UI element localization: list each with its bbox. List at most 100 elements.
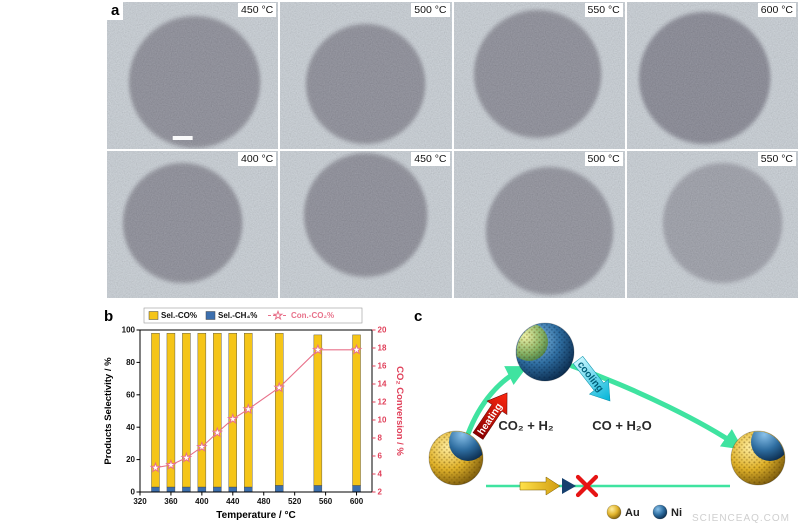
y-right-tick-label: 8 — [378, 434, 383, 443]
tem-micrograph — [453, 2, 625, 149]
y-right-tick-label: 6 — [378, 452, 383, 461]
ni-sphere-with-alloy-cap-top — [515, 322, 575, 382]
bar-sel-co — [352, 334, 361, 486]
legend-swatch-ch4 — [205, 311, 216, 320]
panel-b-chart: 320 360 400 440 480 520 560 600 0 20 40 60 80 100 2 4 6 8… — [100, 306, 405, 530]
tem-image-4: 600 °C — [626, 2, 798, 149]
x-tick-label: 520 — [288, 497, 302, 506]
bar-sel-co — [197, 333, 207, 488]
tem-micrograph — [453, 151, 625, 298]
temperature-label: 500 °C — [411, 3, 450, 17]
ni-legend-icon — [652, 504, 668, 520]
bar-sel-ch4 — [166, 486, 176, 493]
x-tick-label: 600 — [350, 497, 364, 506]
tem-micrograph — [280, 151, 452, 298]
tem-image-3: 550 °C — [453, 2, 625, 149]
star-marker — [211, 426, 224, 438]
bar-sel-co — [182, 333, 191, 488]
star-marker — [180, 451, 193, 463]
au-legend-icon — [606, 504, 622, 520]
y-right-tick-label: 2 — [378, 488, 383, 497]
x-tick-label: 440 — [226, 497, 240, 506]
tem-image-2: 500 °C — [280, 2, 452, 149]
left-axis-title: Products Selectivity / % — [103, 357, 114, 465]
tem-image-7: 500 °C — [453, 151, 625, 298]
y-right-tick-label: 14 — [378, 380, 387, 389]
star-marker — [196, 440, 208, 452]
tem-micrograph — [280, 2, 452, 149]
star-marker — [273, 381, 286, 393]
bar-sel-ch4 — [228, 486, 238, 493]
gold-arrow-icon — [519, 476, 561, 496]
tem-image-6: 450 °C — [280, 151, 452, 298]
tem-image-5: 400 °C — [107, 151, 279, 298]
selectivity-conversion-chart: 320 360 400 440 480 520 560 600 0 20 40 60 80 100 2 4 6 8… — [103, 307, 405, 521]
y-left-tick-label: 80 — [126, 358, 135, 367]
x-tick-label: 360 — [164, 497, 178, 506]
panel-c-diagram: heating cooling CO₂ + H₂ CO + H₂O Au — [408, 306, 800, 530]
legend-swatch-co — [148, 311, 159, 320]
tem-image-1: 450 °C — [107, 2, 279, 149]
star-marker — [226, 413, 239, 424]
reverse-reaction-text: CO + H₂O — [592, 418, 652, 433]
y-right-tick-label: 12 — [378, 398, 387, 407]
panel-label-b: b — [100, 308, 118, 326]
tem-micrograph — [626, 2, 798, 149]
temperature-label: 550 °C — [757, 152, 796, 166]
x-axis-title: Temperature / °C — [216, 510, 295, 521]
scale-bar — [172, 136, 193, 140]
star-marker — [350, 343, 363, 355]
y-right-tick-label: 18 — [378, 344, 387, 353]
bar-sel-ch4 — [213, 486, 222, 493]
y-right-tick-label: 16 — [378, 362, 387, 371]
bar-sel-ch4 — [244, 486, 253, 493]
legend-label-ch4: Sel.-CH₄% — [218, 311, 257, 320]
right-axis-title: CO₂ Conversion / % — [394, 366, 405, 456]
bar-sel-ch4 — [352, 485, 361, 493]
legend-label-co: Sel.-CO% — [161, 311, 197, 320]
bar-sel-ch4 — [197, 486, 207, 493]
bar-sel-co — [313, 334, 323, 486]
temperature-label: 450 °C — [238, 3, 277, 17]
star-marker — [165, 458, 177, 470]
y-left-tick-label: 0 — [131, 488, 136, 497]
navy-arrowhead-icon — [562, 478, 576, 494]
cycle-arrow-up — [465, 366, 528, 437]
ni-legend-label: Ni — [671, 507, 682, 519]
au-legend-label: Au — [625, 507, 640, 519]
au-sphere-with-ni-cap-right — [730, 430, 786, 486]
temperature-label: 400 °C — [238, 152, 277, 166]
watermark: SCIENCEAQ.COM — [691, 513, 790, 524]
star-marker — [242, 403, 254, 415]
y-left-tick-label: 40 — [126, 423, 135, 432]
bar-sel-ch4 — [313, 485, 323, 493]
temperature-label: 500 °C — [584, 152, 623, 166]
chart-legend-frame — [143, 307, 363, 324]
y-left-tick-label: 100 — [122, 326, 136, 335]
y-right-tick-label: 4 — [378, 470, 383, 479]
conversion-line — [155, 349, 357, 469]
plot-frame — [139, 329, 373, 493]
reaction-scheme: heating cooling CO₂ + H₂ CO + H₂O Au — [428, 322, 786, 520]
tem-micrograph — [107, 2, 279, 149]
tem-micrograph — [107, 151, 279, 298]
temperature-label: 550 °C — [584, 3, 623, 17]
panel-label-a: a — [107, 2, 124, 20]
x-tick-label: 560 — [319, 497, 333, 506]
x-tick-label: 480 — [257, 497, 271, 506]
bar-sel-co — [274, 333, 284, 486]
y-right-tick-label: 10 — [378, 416, 387, 425]
red-x-icon — [575, 474, 599, 498]
y-left-tick-label: 60 — [126, 390, 135, 399]
panel-a-tem-grid: 450 °C 500 °C 550 °C — [107, 2, 798, 298]
star-marker — [312, 343, 324, 355]
tem-image-8: 550 °C — [626, 151, 798, 298]
y-left-tick-label: 20 — [126, 455, 135, 464]
x-tick-label: 400 — [195, 497, 209, 506]
temperature-label: 600 °C — [757, 3, 796, 17]
diagram-legend: Au Ni — [606, 504, 682, 520]
bar-sel-ch4 — [274, 485, 284, 493]
temperature-label: 450 °C — [411, 152, 450, 166]
bar-sel-co — [213, 333, 222, 488]
